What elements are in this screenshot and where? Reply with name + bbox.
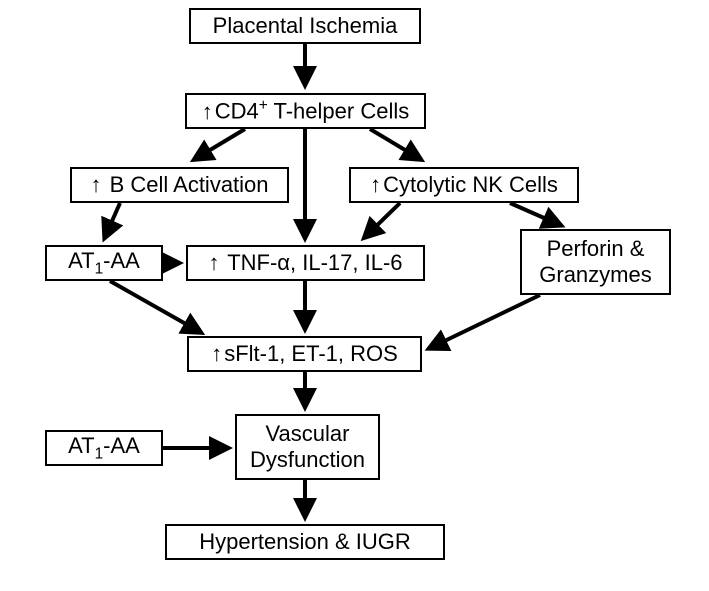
node-at1-aa-upper: AT1-AA — [45, 245, 163, 281]
node-label: Hypertension & IUGR — [199, 529, 411, 555]
node-at1-aa-lower: AT1-AA — [45, 430, 163, 466]
node-bcell-activation: ↑ B Cell Activation — [70, 167, 289, 203]
node-tnf-il: ↑ TNF-α, IL-17, IL-6 — [186, 245, 425, 281]
node-label: Perforin &Granzymes — [539, 236, 651, 288]
flowchart-arrows — [0, 0, 709, 591]
node-label: VascularDysfunction — [250, 421, 365, 473]
node-placental-ischemia: Placental Ischemia — [189, 8, 421, 44]
node-vascular-dysfunction: VascularDysfunction — [235, 414, 380, 480]
node-label: AT1-AA — [68, 433, 140, 463]
node-cd4-thelper: ↑CD4+ T-helper Cells — [185, 93, 426, 129]
node-label: ↑CD4+ T-helper Cells — [202, 97, 409, 124]
node-label: AT1-AA — [68, 248, 140, 278]
node-hypertension-iugr: Hypertension & IUGR — [165, 524, 445, 560]
node-label: ↑sFlt-1, ET-1, ROS — [211, 341, 398, 367]
node-label: Placental Ischemia — [213, 13, 398, 39]
node-label: ↑Cytolytic NK Cells — [370, 172, 558, 198]
node-cytolytic-nk: ↑Cytolytic NK Cells — [349, 167, 579, 203]
node-label: ↑ B Cell Activation — [90, 172, 268, 198]
node-sflt-et-ros: ↑sFlt-1, ET-1, ROS — [187, 336, 422, 372]
node-label: ↑ TNF-α, IL-17, IL-6 — [208, 250, 402, 276]
node-perforin-granzymes: Perforin &Granzymes — [520, 229, 671, 295]
